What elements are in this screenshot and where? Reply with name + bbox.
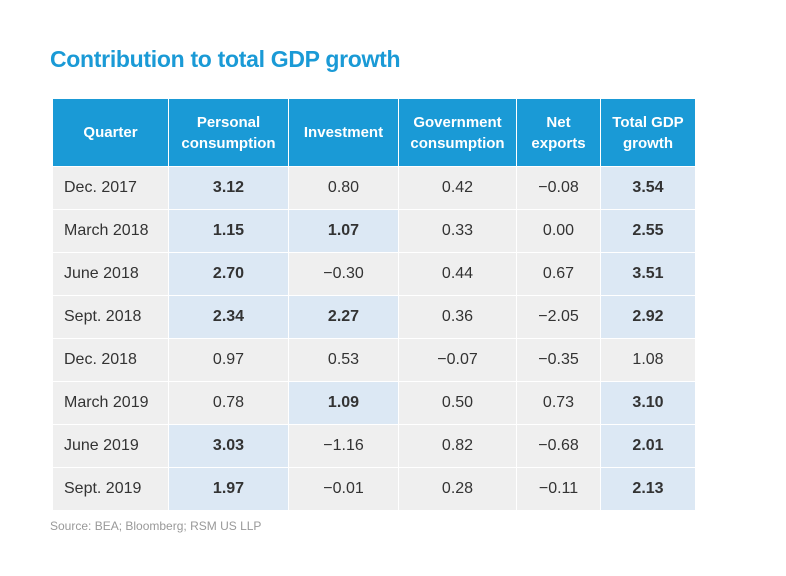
column-header: Net exports [516, 98, 601, 167]
row-label: Dec. 2017 [52, 166, 169, 210]
table-row: June 2019 3.03 −1.16 0.82 −0.68 2.01 [52, 424, 696, 468]
row-label: Sept. 2019 [52, 467, 169, 511]
cell: 0.53 [288, 338, 399, 382]
table-row: Sept. 2019 1.97 −0.01 0.28 −0.11 2.13 [52, 467, 696, 511]
data-table: Quarter Personal consumption Investment Gov… [52, 98, 696, 511]
cell: −2.05 [516, 295, 601, 339]
cell: 3.12 [168, 166, 289, 210]
cell: 2.13 [600, 467, 696, 511]
cell: −0.01 [288, 467, 399, 511]
cell: 0.33 [398, 209, 517, 253]
cell: 2.70 [168, 252, 289, 296]
cell: 3.03 [168, 424, 289, 468]
column-header: Total GDP growth [600, 98, 696, 167]
cell: 3.54 [600, 166, 696, 210]
cell: 0.82 [398, 424, 517, 468]
cell: 1.15 [168, 209, 289, 253]
table-row: Dec. 2018 0.97 0.53 −0.07 −0.35 1.08 [52, 338, 696, 382]
header-row: Quarter Personal consumption Investment Gov… [52, 98, 696, 167]
table-body: Dec. 2017 3.12 0.80 0.42 −0.08 3.54 March 2018… [52, 166, 696, 511]
source-note: Source: BEA; Bloomberg; RSM US LLP [50, 519, 262, 533]
row-label: March 2018 [52, 209, 169, 253]
cell: −0.30 [288, 252, 399, 296]
cell: 0.50 [398, 381, 517, 425]
cell: −0.11 [516, 467, 601, 511]
column-header: Personal consumption [168, 98, 289, 167]
column-header: Government consumption [398, 98, 517, 167]
cell: 0.80 [288, 166, 399, 210]
cell: −0.08 [516, 166, 601, 210]
cell: 1.09 [288, 381, 399, 425]
cell: 0.67 [516, 252, 601, 296]
table-row: Dec. 2017 3.12 0.80 0.42 −0.08 3.54 [52, 166, 696, 210]
cell: 2.34 [168, 295, 289, 339]
cell: 0.42 [398, 166, 517, 210]
cell: 3.10 [600, 381, 696, 425]
cell: 0.78 [168, 381, 289, 425]
table-row: March 2019 0.78 1.09 0.50 0.73 3.10 [52, 381, 696, 425]
cell: −1.16 [288, 424, 399, 468]
table-row: June 2018 2.70 −0.30 0.44 0.67 3.51 [52, 252, 696, 296]
row-label: Dec. 2018 [52, 338, 169, 382]
cell: −0.68 [516, 424, 601, 468]
row-label: Sept. 2018 [52, 295, 169, 339]
cell: 2.92 [600, 295, 696, 339]
cell: 2.01 [600, 424, 696, 468]
cell: −0.07 [398, 338, 517, 382]
cell: 0.97 [168, 338, 289, 382]
column-header: Quarter [52, 98, 169, 167]
column-header: Investment [288, 98, 399, 167]
row-label: June 2019 [52, 424, 169, 468]
row-label: March 2019 [52, 381, 169, 425]
row-label: June 2018 [52, 252, 169, 296]
cell: 0.73 [516, 381, 601, 425]
cell: 2.55 [600, 209, 696, 253]
cell: 3.51 [600, 252, 696, 296]
table-row: Sept. 2018 2.34 2.27 0.36 −2.05 2.92 [52, 295, 696, 339]
cell: 1.97 [168, 467, 289, 511]
cell: 0.36 [398, 295, 517, 339]
cell: 0.28 [398, 467, 517, 511]
cell: 2.27 [288, 295, 399, 339]
cell: 0.44 [398, 252, 517, 296]
cell: 1.08 [600, 338, 696, 382]
cell: −0.35 [516, 338, 601, 382]
cell: 0.00 [516, 209, 601, 253]
table-row: March 2018 1.15 1.07 0.33 0.00 2.55 [52, 209, 696, 253]
title: Contribution to total GDP growth [50, 46, 401, 72]
cell: 1.07 [288, 209, 399, 253]
